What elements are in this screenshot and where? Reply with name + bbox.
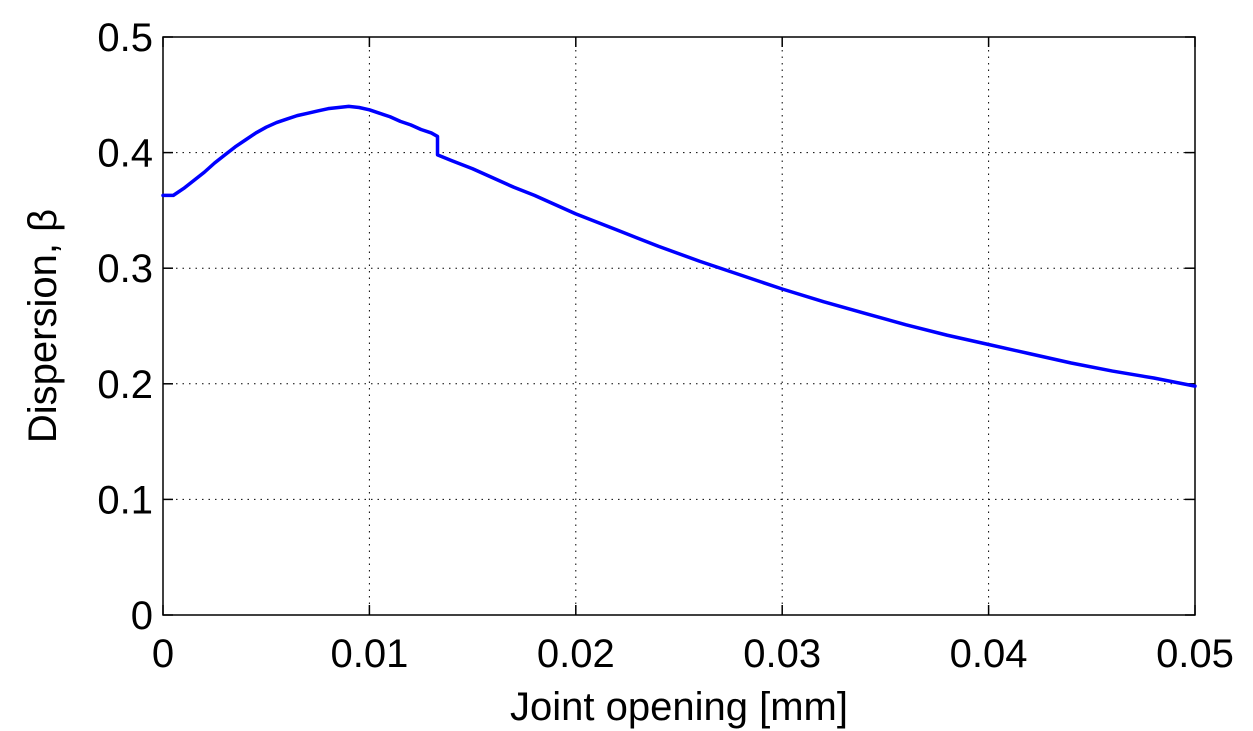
- grid-lines: [163, 37, 1195, 615]
- y-tick-label: 0.1: [97, 478, 153, 522]
- y-tick-label: 0.3: [97, 247, 153, 291]
- y-axis-label: Dispersion, β: [21, 209, 65, 443]
- tick-labels: 0 0.01 0.02 0.03 0.04 0.05 0 0.1 0.2 0.3 0.4 0.5: [97, 16, 1234, 676]
- y-tick-label: 0.4: [97, 132, 153, 176]
- x-tick-label: 0.03: [743, 632, 821, 676]
- x-tick-label: 0.02: [537, 632, 615, 676]
- x-tick-label: 0.05: [1156, 632, 1234, 676]
- series-layer: [161, 104, 1197, 388]
- y-tick-label: 0: [131, 594, 153, 638]
- y-tick-label: 0.2: [97, 363, 153, 407]
- axis-ticks: [162, 36, 1196, 616]
- x-axis-label: Joint opening [mm]: [510, 685, 848, 729]
- x-tick-label: 0: [152, 632, 174, 676]
- y-tick-label: 0.5: [97, 16, 153, 60]
- plot-area-frame: [162, 36, 1196, 616]
- x-tick-label: 0.01: [330, 632, 408, 676]
- x-tick-label: 0.04: [950, 632, 1028, 676]
- series-line: [161, 104, 1197, 388]
